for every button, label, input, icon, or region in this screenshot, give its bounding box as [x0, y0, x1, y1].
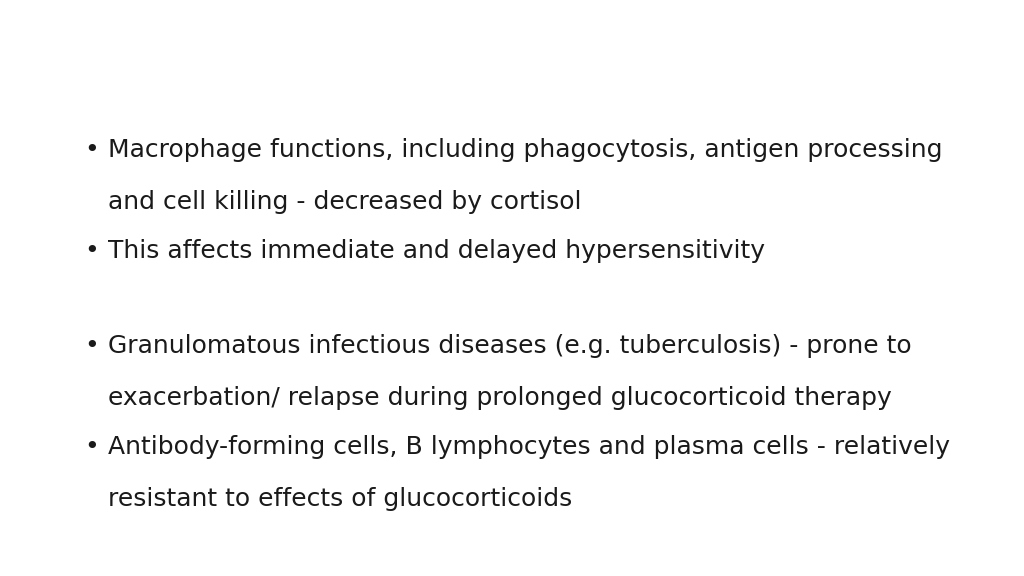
Text: This affects immediate and delayed hypersensitivity: This affects immediate and delayed hyper…: [108, 239, 765, 263]
Text: exacerbation/ relapse during prolonged glucocorticoid therapy: exacerbation/ relapse during prolonged g…: [108, 386, 891, 410]
Text: Macrophage functions, including phagocytosis, antigen processing: Macrophage functions, including phagocyt…: [108, 138, 942, 162]
Text: Antibody-forming cells, B lymphocytes and plasma cells - relatively: Antibody-forming cells, B lymphocytes an…: [108, 435, 949, 459]
Text: •: •: [84, 435, 98, 459]
Text: resistant to effects of glucocorticoids: resistant to effects of glucocorticoids: [108, 487, 571, 511]
Text: •: •: [84, 239, 98, 263]
Text: Granulomatous infectious diseases (e.g. tuberculosis) - prone to: Granulomatous infectious diseases (e.g. …: [108, 334, 911, 358]
Text: •: •: [84, 334, 98, 358]
Text: and cell killing - decreased by cortisol: and cell killing - decreased by cortisol: [108, 190, 581, 214]
Text: •: •: [84, 138, 98, 162]
